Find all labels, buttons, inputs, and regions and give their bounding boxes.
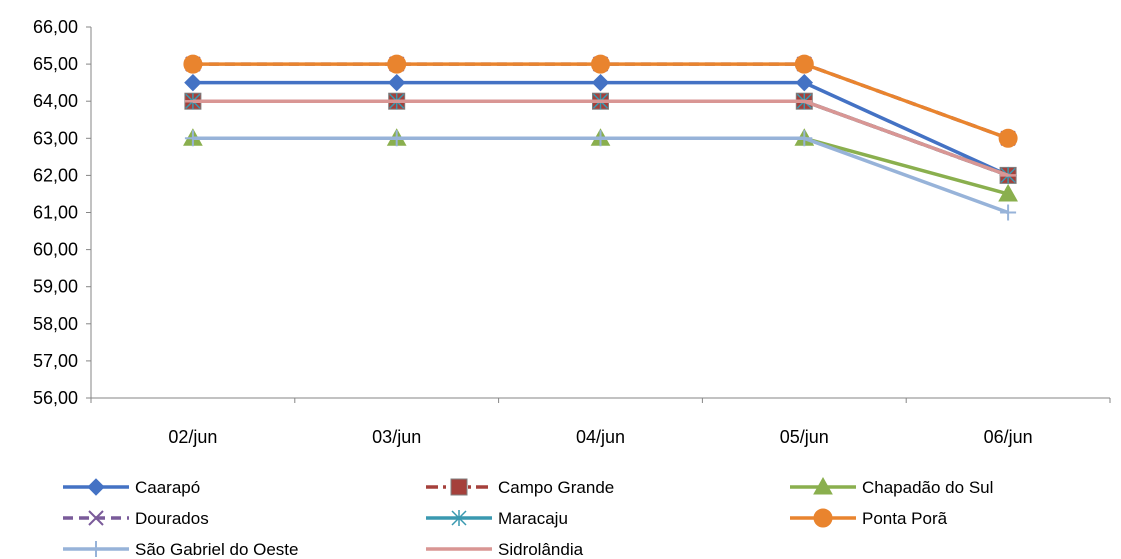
legend-label: Chapadão do Sul <box>862 478 993 497</box>
data-point <box>387 73 406 92</box>
data-point <box>387 54 407 74</box>
legend-label: Dourados <box>135 509 209 528</box>
series-line <box>192 136 1009 215</box>
x-tick-label: 06/jun <box>984 427 1033 447</box>
data-point <box>998 128 1018 148</box>
legend-marker <box>813 476 833 495</box>
legend-label: Caarapó <box>135 478 200 497</box>
x-axis-ticks: 02/jun 03/jun 04/jun 05/jun 06/jun <box>90 398 1111 447</box>
legend-item: São Gabriel do Oeste <box>63 540 298 559</box>
y-tick-label: 66,00 <box>33 17 78 37</box>
data-point <box>1000 204 1017 221</box>
y-tick-label: 59,00 <box>33 277 78 297</box>
legend: Caarapó Campo Grande Chapadão do Sul Dourad… <box>63 476 993 559</box>
legend-item: Dourados <box>63 509 209 528</box>
data-point <box>794 54 814 74</box>
legend-marker <box>451 510 467 526</box>
y-tick-label: 58,00 <box>33 314 78 334</box>
legend-marker <box>450 478 468 496</box>
y-tick-label: 56,00 <box>33 388 78 408</box>
data-point <box>388 130 405 147</box>
legend-label: Sidrolândia <box>498 540 584 559</box>
legend-item: Campo Grande <box>426 478 614 497</box>
y-tick-label: 57,00 <box>33 351 78 371</box>
data-point <box>591 54 610 74</box>
data-point <box>591 73 610 92</box>
legend-marker <box>88 541 104 557</box>
legend-item: Ponta Porã <box>790 508 948 528</box>
data-point <box>183 54 203 74</box>
legend-label: Ponta Porã <box>862 509 948 528</box>
legend-item: Maracaju <box>426 509 568 528</box>
legend-marker <box>87 478 105 496</box>
data-point <box>592 130 609 147</box>
series-São Gabriel do Oeste <box>184 130 1017 221</box>
legend-label: Campo Grande <box>498 478 614 497</box>
legend-item: Caarapó <box>63 478 200 497</box>
legend-label: São Gabriel do Oeste <box>135 540 298 559</box>
series-Caarapó <box>184 73 1017 185</box>
data-point <box>184 73 202 92</box>
x-tick-label: 03/jun <box>372 427 421 447</box>
legend-marker <box>88 510 104 526</box>
y-tick-label: 62,00 <box>33 165 78 185</box>
legend-label: Maracaju <box>498 509 568 528</box>
series-Sidrolândia <box>184 99 1017 178</box>
legend-marker <box>813 508 833 528</box>
data-point <box>184 130 201 147</box>
legend-item: Chapadão do Sul <box>790 476 993 497</box>
y-tick-label: 60,00 <box>33 240 78 260</box>
y-tick-label: 64,00 <box>33 91 78 111</box>
data-point <box>796 130 813 147</box>
y-axis-ticks: 56,00 57,00 58,00 59,00 60,00 61,00 62,00 63,00… <box>33 17 91 408</box>
y-tick-label: 61,00 <box>33 203 78 223</box>
x-tick-label: 04/jun <box>576 427 625 447</box>
y-tick-label: 65,00 <box>33 54 78 74</box>
y-tick-label: 63,00 <box>33 128 78 148</box>
legend-item: Sidrolândia <box>426 540 584 559</box>
series-Ponta Porã <box>183 54 1018 148</box>
x-tick-label: 05/jun <box>780 427 829 447</box>
series-layer <box>183 54 1018 221</box>
x-tick-label: 02/jun <box>168 427 217 447</box>
data-point <box>795 73 814 92</box>
data-point <box>998 183 1018 202</box>
